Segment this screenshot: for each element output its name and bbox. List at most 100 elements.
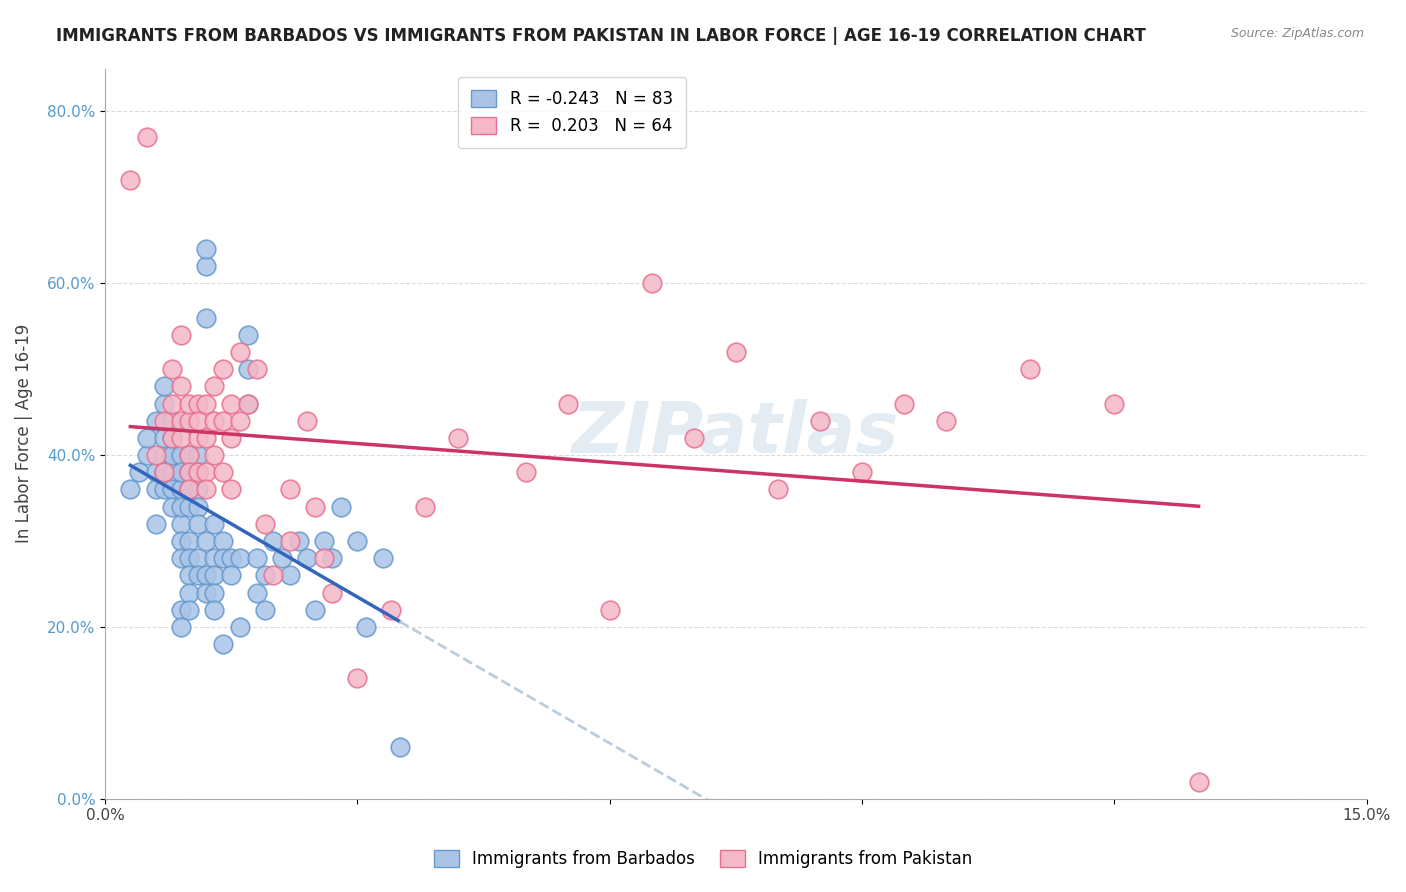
Point bbox=[204, 568, 226, 582]
Point bbox=[354, 620, 377, 634]
Point bbox=[153, 414, 176, 428]
Point bbox=[162, 414, 184, 428]
Point bbox=[128, 465, 150, 479]
Point bbox=[808, 414, 831, 428]
Point bbox=[153, 431, 176, 445]
Point bbox=[195, 534, 218, 549]
Point bbox=[179, 585, 201, 599]
Point bbox=[380, 603, 402, 617]
Point bbox=[179, 603, 201, 617]
Point bbox=[295, 414, 318, 428]
Point bbox=[170, 414, 193, 428]
Point bbox=[236, 362, 259, 376]
Point bbox=[295, 551, 318, 566]
Point bbox=[187, 465, 209, 479]
Point bbox=[187, 448, 209, 462]
Point bbox=[153, 465, 176, 479]
Point bbox=[145, 448, 167, 462]
Point bbox=[179, 534, 201, 549]
Point bbox=[195, 585, 218, 599]
Point bbox=[162, 483, 184, 497]
Point bbox=[204, 414, 226, 428]
Point bbox=[187, 500, 209, 514]
Point bbox=[187, 465, 209, 479]
Point bbox=[153, 448, 176, 462]
Point bbox=[228, 551, 250, 566]
Point bbox=[179, 483, 201, 497]
Point bbox=[179, 483, 201, 497]
Point bbox=[162, 362, 184, 376]
Legend: R = -0.243   N = 83, R =  0.203   N = 64: R = -0.243 N = 83, R = 0.203 N = 64 bbox=[458, 77, 686, 148]
Point bbox=[893, 396, 915, 410]
Point bbox=[346, 534, 368, 549]
Point bbox=[195, 483, 218, 497]
Point bbox=[262, 568, 284, 582]
Point bbox=[212, 637, 235, 651]
Point bbox=[236, 396, 259, 410]
Point bbox=[179, 500, 201, 514]
Point bbox=[346, 672, 368, 686]
Point bbox=[170, 516, 193, 531]
Point bbox=[120, 483, 142, 497]
Point bbox=[179, 568, 201, 582]
Point bbox=[136, 130, 159, 145]
Point bbox=[851, 465, 873, 479]
Point bbox=[253, 603, 276, 617]
Point bbox=[724, 345, 747, 359]
Point bbox=[312, 534, 335, 549]
Point bbox=[212, 534, 235, 549]
Point bbox=[187, 431, 209, 445]
Point bbox=[179, 551, 201, 566]
Point bbox=[935, 414, 957, 428]
Point bbox=[195, 259, 218, 273]
Point bbox=[162, 431, 184, 445]
Point bbox=[245, 362, 267, 376]
Point bbox=[219, 483, 242, 497]
Point bbox=[371, 551, 394, 566]
Point bbox=[187, 414, 209, 428]
Point bbox=[253, 568, 276, 582]
Point bbox=[1187, 774, 1209, 789]
Point bbox=[270, 551, 292, 566]
Point bbox=[219, 551, 242, 566]
Point bbox=[204, 603, 226, 617]
Point bbox=[170, 327, 193, 342]
Point bbox=[179, 396, 201, 410]
Point bbox=[187, 396, 209, 410]
Point bbox=[1019, 362, 1042, 376]
Point bbox=[219, 431, 242, 445]
Point bbox=[245, 551, 267, 566]
Point bbox=[170, 379, 193, 393]
Point bbox=[170, 603, 193, 617]
Point bbox=[304, 500, 326, 514]
Point bbox=[278, 534, 301, 549]
Point bbox=[145, 465, 167, 479]
Point bbox=[145, 414, 167, 428]
Point bbox=[179, 448, 201, 462]
Point bbox=[153, 396, 176, 410]
Point bbox=[766, 483, 789, 497]
Point bbox=[683, 431, 706, 445]
Text: IMMIGRANTS FROM BARBADOS VS IMMIGRANTS FROM PAKISTAN IN LABOR FORCE | AGE 16-19 : IMMIGRANTS FROM BARBADOS VS IMMIGRANTS F… bbox=[56, 27, 1146, 45]
Point bbox=[153, 465, 176, 479]
Point bbox=[228, 345, 250, 359]
Point bbox=[187, 568, 209, 582]
Point bbox=[312, 551, 335, 566]
Point bbox=[195, 396, 218, 410]
Point bbox=[136, 448, 159, 462]
Point bbox=[195, 310, 218, 325]
Point bbox=[447, 431, 470, 445]
Point bbox=[170, 500, 193, 514]
Point bbox=[187, 516, 209, 531]
Point bbox=[170, 551, 193, 566]
Legend: Immigrants from Barbados, Immigrants from Pakistan: Immigrants from Barbados, Immigrants fro… bbox=[427, 843, 979, 875]
Point bbox=[413, 500, 436, 514]
Point bbox=[236, 396, 259, 410]
Point bbox=[170, 483, 193, 497]
Point bbox=[204, 448, 226, 462]
Point bbox=[187, 483, 209, 497]
Point bbox=[262, 534, 284, 549]
Point bbox=[195, 431, 218, 445]
Point bbox=[212, 414, 235, 428]
Point bbox=[641, 277, 664, 291]
